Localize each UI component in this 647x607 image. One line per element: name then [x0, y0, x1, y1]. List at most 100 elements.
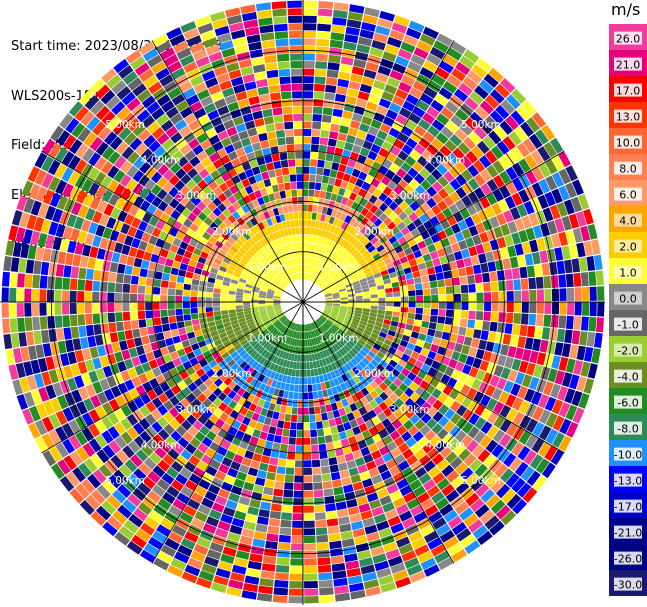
- radar-gate: [19, 212, 30, 228]
- radar-gate: [453, 443, 466, 456]
- radar-gate: [279, 272, 286, 279]
- radar-gate: [202, 472, 214, 484]
- radar-gate: [432, 181, 443, 193]
- radar-gate: [463, 136, 476, 150]
- radar-gate: [350, 237, 358, 246]
- radar-gate: [320, 315, 327, 321]
- radar-gate: [69, 450, 84, 466]
- radar-gate: [121, 146, 135, 160]
- radar-gate: [116, 86, 132, 100]
- radar-gate: [130, 275, 139, 285]
- radar-gate: [322, 420, 330, 429]
- radar-gate: [369, 204, 379, 214]
- radar-gate: [469, 458, 483, 472]
- radar-gate: [342, 445, 352, 455]
- radar-gate: [52, 382, 64, 397]
- radar-gate: [151, 397, 163, 409]
- radar-gate: [170, 132, 183, 144]
- radar-gate: [116, 106, 131, 121]
- radar-gate: [252, 286, 260, 291]
- radar-gate: [296, 181, 303, 189]
- radar-gate: [303, 483, 313, 491]
- radar-gate: [384, 397, 394, 407]
- radar-gate: [183, 61, 198, 74]
- radar-gate: [352, 409, 361, 419]
- radar-gate: [9, 272, 18, 287]
- radar-gate: [591, 348, 601, 364]
- radar-gate: [393, 408, 404, 419]
- radar-gate: [50, 125, 65, 142]
- radar-gate: [295, 452, 303, 460]
- radar-gate: [99, 237, 109, 250]
- radar-gate: [273, 296, 281, 299]
- radar-gate: [473, 391, 485, 403]
- radar-gate: [189, 437, 201, 449]
- radar-gate: [489, 375, 500, 387]
- radar-gate: [128, 513, 144, 528]
- radar-gate: [193, 217, 203, 227]
- radar-gate: [311, 322, 315, 330]
- radar-gate: [291, 274, 295, 282]
- radar-gate: [230, 245, 239, 254]
- radar-gate: [74, 242, 84, 255]
- radar-gate: [311, 274, 315, 282]
- radar-gate: [303, 166, 310, 174]
- radar-gate: [252, 453, 262, 462]
- radar-gate: [329, 337, 336, 345]
- radar-gate: [144, 224, 155, 235]
- radar-gate: [437, 428, 449, 440]
- radar-gate: [331, 325, 338, 332]
- radar-gate: [283, 489, 294, 498]
- radar-gate: [342, 262, 350, 269]
- radar-gate: [303, 400, 309, 408]
- radar-gate: [163, 265, 172, 274]
- radar-gate: [504, 269, 513, 280]
- radar-gate: [71, 201, 82, 216]
- radar-gate: [461, 293, 469, 302]
- radar-gate: [162, 241, 172, 251]
- radar-gate: [101, 68, 117, 84]
- radar-gate: [401, 466, 414, 478]
- radar-gate: [382, 355, 392, 364]
- radar-gate: [145, 166, 157, 179]
- radar-gate: [205, 226, 215, 236]
- radar-gate: [137, 482, 151, 496]
- radar-gate: [413, 345, 423, 354]
- radar-gate: [148, 140, 161, 153]
- azimuth-spoke: [41, 150, 304, 303]
- radar-gate: [218, 249, 227, 257]
- radar-gate: [334, 253, 341, 261]
- radar-gate: [446, 470, 460, 483]
- radar-gate: [223, 188, 233, 199]
- radar-gate: [292, 235, 297, 243]
- radar-gate: [235, 413, 245, 423]
- radar-gate: [497, 322, 506, 333]
- radar-gate: [471, 213, 482, 225]
- radar-gate: [52, 208, 63, 223]
- radar-gate: [157, 256, 167, 265]
- radar-gate: [183, 314, 192, 321]
- radar-gate: [151, 421, 163, 433]
- radar-gate: [255, 278, 263, 284]
- radar-gate: [450, 495, 465, 509]
- radar-gate: [267, 311, 275, 316]
- radar-gate: [280, 84, 292, 92]
- radar-gate: [69, 488, 85, 504]
- radar-gate: [185, 190, 196, 201]
- radar-gate: [133, 508, 148, 522]
- radar-gate: [223, 54, 238, 65]
- radar-gate: [142, 381, 153, 393]
- radar-gate: [402, 216, 413, 227]
- radar-gate: [183, 289, 191, 297]
- radar-gate: [390, 562, 406, 574]
- radar-gate: [258, 213, 266, 222]
- radar-gate: [205, 297, 213, 302]
- radar-gate: [320, 334, 326, 342]
- radar-gate: [248, 358, 256, 367]
- radar-gate: [338, 311, 347, 316]
- radar-gate: [90, 511, 106, 526]
- radar-gate: [196, 132, 208, 144]
- radar-gate: [274, 404, 281, 413]
- radar-gate: [274, 340, 281, 348]
- radar-gate: [419, 33, 436, 46]
